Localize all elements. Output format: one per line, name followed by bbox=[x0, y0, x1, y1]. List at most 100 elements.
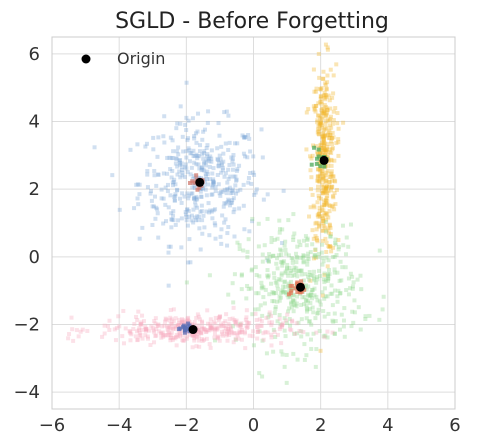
sample-point bbox=[182, 338, 187, 343]
sample-point bbox=[328, 234, 333, 239]
sample-point bbox=[317, 75, 322, 80]
sample-point bbox=[324, 86, 329, 91]
sample-point bbox=[279, 271, 284, 276]
sample-point bbox=[215, 336, 220, 341]
sample-point bbox=[254, 318, 259, 323]
sample-point bbox=[206, 327, 211, 332]
sample-point bbox=[314, 86, 319, 91]
sample-point bbox=[164, 219, 169, 224]
sample-point bbox=[318, 115, 323, 120]
sample-point bbox=[244, 315, 249, 320]
sample-point bbox=[241, 248, 246, 253]
sample-point bbox=[331, 118, 336, 123]
sample-point bbox=[323, 236, 328, 241]
sample-point bbox=[291, 299, 296, 304]
sample-point bbox=[223, 141, 228, 146]
sample-point bbox=[313, 221, 318, 226]
sample-point bbox=[310, 242, 315, 247]
sample-point bbox=[217, 160, 222, 165]
sample-point bbox=[230, 167, 235, 172]
sample-point bbox=[216, 163, 221, 168]
sample-point bbox=[293, 303, 298, 308]
sample-point bbox=[303, 234, 308, 239]
sample-point bbox=[223, 217, 228, 222]
sample-point bbox=[228, 325, 233, 330]
highlight-point bbox=[309, 162, 314, 167]
sample-point bbox=[291, 212, 296, 217]
sample-point bbox=[314, 235, 319, 240]
sample-point bbox=[226, 147, 231, 152]
sample-point bbox=[199, 168, 204, 173]
sample-point bbox=[166, 326, 171, 331]
sample-point bbox=[320, 166, 325, 171]
sample-point bbox=[174, 156, 179, 161]
sample-point bbox=[163, 185, 168, 190]
sample-point bbox=[227, 203, 232, 208]
sample-point bbox=[147, 162, 152, 167]
sample-point bbox=[197, 226, 202, 231]
sample-point bbox=[323, 185, 328, 190]
sample-point bbox=[325, 278, 330, 283]
sample-point bbox=[174, 343, 179, 348]
sample-point bbox=[193, 218, 198, 223]
sample-point bbox=[255, 330, 260, 335]
sample-point bbox=[280, 352, 285, 357]
sample-point bbox=[235, 333, 240, 338]
sample-point bbox=[236, 336, 241, 341]
sample-point bbox=[285, 262, 290, 267]
sample-point bbox=[222, 174, 227, 179]
sample-point bbox=[330, 121, 335, 126]
sample-point bbox=[352, 298, 357, 303]
sample-point bbox=[170, 180, 175, 185]
sample-point bbox=[295, 357, 300, 362]
sample-point bbox=[205, 152, 210, 157]
sample-point bbox=[321, 146, 326, 151]
sample-point bbox=[145, 169, 150, 174]
sample-point bbox=[282, 279, 287, 284]
highlight-point bbox=[192, 180, 197, 185]
sample-point bbox=[221, 151, 226, 156]
sample-point bbox=[280, 324, 285, 329]
sample-point bbox=[246, 321, 251, 326]
sample-point bbox=[161, 334, 166, 339]
sample-point bbox=[254, 187, 259, 192]
sample-point bbox=[180, 170, 185, 175]
sample-point bbox=[315, 200, 320, 205]
sample-point bbox=[152, 319, 157, 324]
sample-point bbox=[288, 294, 293, 299]
sample-point bbox=[168, 244, 173, 249]
sample-point bbox=[225, 187, 230, 192]
sample-point bbox=[275, 299, 280, 304]
sample-point bbox=[196, 323, 201, 328]
sample-point bbox=[218, 193, 223, 198]
sample-point bbox=[239, 323, 244, 328]
sample-point bbox=[323, 148, 328, 153]
sample-point bbox=[298, 243, 303, 248]
sample-point bbox=[307, 277, 312, 282]
sample-point bbox=[149, 188, 154, 193]
sample-point bbox=[257, 329, 262, 334]
sample-point bbox=[271, 291, 276, 296]
sample-point bbox=[323, 42, 328, 47]
sample-point bbox=[178, 175, 183, 180]
sample-point bbox=[306, 292, 311, 297]
sample-point bbox=[323, 186, 328, 191]
sample-point bbox=[318, 196, 323, 201]
sample-point bbox=[277, 227, 282, 232]
sample-point bbox=[328, 106, 333, 111]
sample-point bbox=[168, 193, 173, 198]
sample-point bbox=[312, 254, 317, 259]
sample-point bbox=[332, 267, 337, 272]
sample-point bbox=[331, 195, 336, 200]
sample-point bbox=[271, 327, 276, 332]
sample-point bbox=[325, 118, 330, 123]
sample-point bbox=[308, 187, 313, 192]
sample-point bbox=[204, 159, 209, 164]
sample-point bbox=[261, 295, 266, 300]
sample-point bbox=[107, 318, 112, 323]
sample-point bbox=[326, 142, 331, 147]
sample-point bbox=[339, 278, 344, 283]
sample-point bbox=[260, 155, 265, 160]
sample-point bbox=[282, 289, 287, 294]
sample-point bbox=[322, 280, 327, 285]
